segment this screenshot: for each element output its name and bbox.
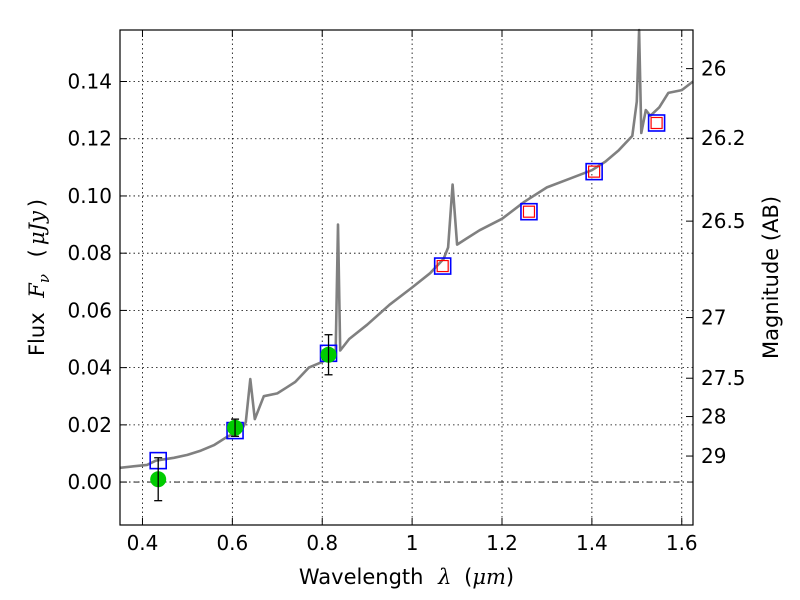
ticks: 0.4 0.6 0.8 1 1.2 1.4 1.6 0.00 0.02 0.04 0.06 0.08 0… xyxy=(67,30,746,555)
x-tick-label: 0.6 xyxy=(216,531,248,555)
model-box-point xyxy=(520,202,538,221)
plot-area xyxy=(119,28,694,502)
x-tick-label: 1.6 xyxy=(666,531,698,555)
x-tick-label: 1 xyxy=(406,531,419,555)
x-tick-label: 1.4 xyxy=(576,531,608,555)
spectro-box-point xyxy=(522,205,536,218)
plot-frame xyxy=(119,29,694,526)
y-tick-label: 0.14 xyxy=(67,70,112,94)
y-tick-label: 0.10 xyxy=(67,184,112,208)
template-spectrum-line xyxy=(119,28,694,470)
y-tick-label: 0.04 xyxy=(67,356,112,380)
y-axis-label: Flux Fν (μJy) xyxy=(25,199,54,356)
spectro-box-point xyxy=(436,259,449,273)
right-tick-label: 26.2 xyxy=(701,126,746,150)
grid xyxy=(120,30,693,525)
x-tick-label: 1.2 xyxy=(486,531,518,555)
right-tick-label: 26.5 xyxy=(701,209,746,233)
y-tick-label: 0.08 xyxy=(67,241,112,265)
x-tick-label: 0.8 xyxy=(306,531,338,555)
model-box-point xyxy=(433,257,452,275)
y-tick-label: 0.02 xyxy=(67,413,112,437)
x-tick-label: 0.4 xyxy=(127,531,159,555)
spectro-box-point xyxy=(588,165,601,178)
right-y-axis-label: Magnitude (AB) xyxy=(759,196,783,359)
right-tick-label: 29 xyxy=(701,444,726,468)
y-tick-label: 0.12 xyxy=(67,127,112,151)
x-axis-label: Wavelength λ (μm) xyxy=(299,565,514,589)
model-box-point xyxy=(647,114,666,132)
right-tick-label: 27.5 xyxy=(701,366,746,390)
y-tick-label: 0.00 xyxy=(67,470,112,494)
model-box-point xyxy=(585,162,603,181)
right-tick-label: 26 xyxy=(701,57,726,81)
spectro-box-point xyxy=(650,116,663,130)
right-tick-label: 28 xyxy=(701,405,726,429)
y-tick-label: 0.06 xyxy=(67,298,112,322)
right-tick-label: 27 xyxy=(701,306,726,330)
